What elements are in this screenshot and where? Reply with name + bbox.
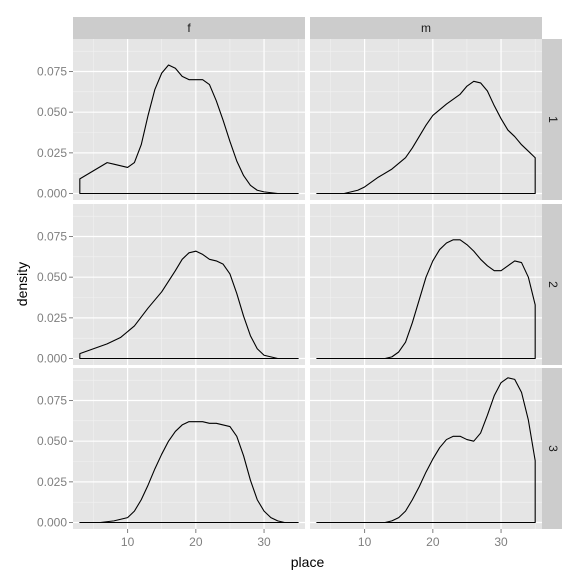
y-axis-title: density [14, 262, 30, 306]
panel-background [73, 368, 305, 529]
y-tick-label: 0.000 [37, 515, 67, 529]
panel-background [310, 204, 542, 365]
strip-label-f: f [187, 21, 191, 35]
y-tick-label: 0.025 [37, 146, 67, 160]
y-tick-label: 0.050 [37, 434, 67, 448]
x-tick-label: 20 [426, 535, 440, 549]
panel-background [310, 39, 542, 200]
strip-label-m: m [421, 21, 431, 35]
x-tick-label: 20 [189, 535, 203, 549]
density-curve-m-3 [316, 377, 536, 524]
y-tick-label: 0.000 [37, 186, 67, 200]
y-tick-label: 0.075 [37, 65, 67, 79]
panel-background [310, 368, 542, 529]
strip-m [310, 17, 542, 39]
strip-row-3 [542, 368, 562, 529]
strip-row-2 [542, 204, 562, 365]
density-curve-m-2 [316, 239, 536, 360]
density-curve-m-1 [316, 80, 536, 195]
x-tick-label: 10 [358, 535, 372, 549]
density-curve-f-1 [79, 64, 299, 195]
strip-row-label-2: 2 [546, 281, 560, 288]
x-tick-label: 30 [494, 535, 508, 549]
y-tick-label: 0.025 [37, 311, 67, 325]
strip-row-1 [542, 39, 562, 200]
y-tick-label: 0.075 [37, 230, 67, 244]
y-tick-label: 0.050 [37, 270, 67, 284]
y-tick-label: 0.000 [37, 351, 67, 365]
strip-row-label-1: 1 [546, 116, 560, 123]
panel-background [73, 39, 305, 200]
panel-background [73, 204, 305, 365]
y-tick-label: 0.075 [37, 394, 67, 408]
density-curve-f-2 [79, 250, 299, 360]
density-curve-f-3 [79, 421, 299, 524]
strip-row-label-3: 3 [546, 445, 560, 452]
x-tick-label: 30 [257, 535, 271, 549]
y-tick-label: 0.025 [37, 475, 67, 489]
x-tick-label: 10 [121, 535, 135, 549]
x-axis-title: place [291, 554, 325, 570]
strip-f [73, 17, 305, 39]
y-tick-label: 0.050 [37, 105, 67, 119]
